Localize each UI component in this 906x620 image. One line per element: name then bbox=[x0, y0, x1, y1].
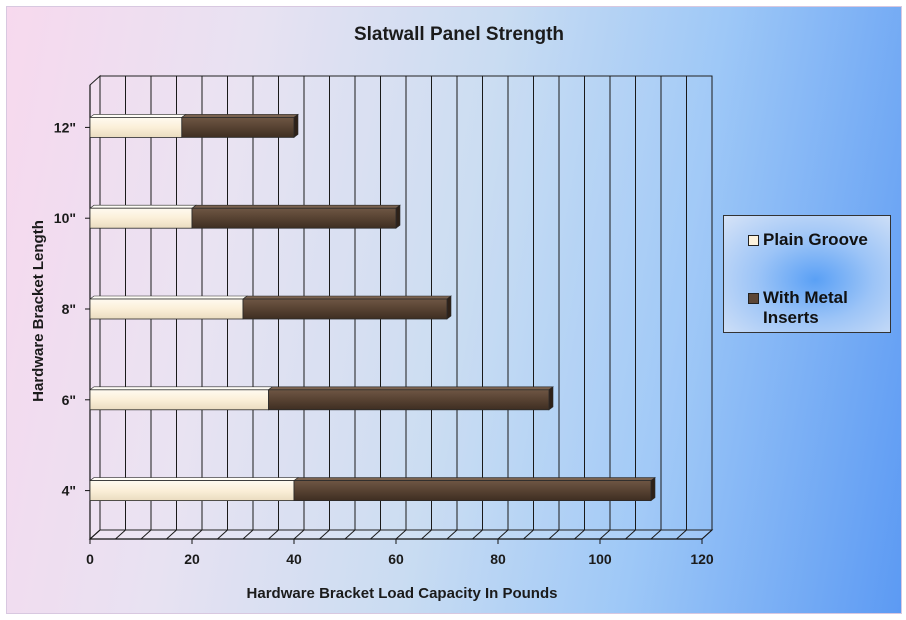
gridline-floor bbox=[115, 529, 126, 540]
legend-item-plain-groove: Plain Groove bbox=[748, 230, 868, 250]
bar-top bbox=[89, 477, 299, 481]
bar-top bbox=[293, 477, 656, 481]
gridline-floor bbox=[242, 529, 254, 540]
bar-plain-groove bbox=[89, 207, 193, 229]
x-tick-label: 60 bbox=[388, 551, 404, 567]
gridline-floor bbox=[140, 529, 152, 540]
gridline-floor bbox=[676, 529, 687, 540]
gridline-floor bbox=[523, 529, 534, 540]
legend-label-metal-line2: Inserts bbox=[763, 308, 819, 327]
bar-top bbox=[89, 204, 197, 209]
bar-top bbox=[180, 114, 299, 118]
bar-top bbox=[242, 295, 452, 300]
x-tick-label: 80 bbox=[490, 551, 506, 567]
gridline-floor bbox=[548, 529, 560, 540]
gridline-floor bbox=[217, 529, 228, 540]
x-tick-label: 0 bbox=[86, 551, 94, 567]
x-tick-label: 40 bbox=[286, 551, 302, 567]
bar-top bbox=[89, 386, 274, 391]
gridline-floor bbox=[599, 529, 611, 540]
bar-side bbox=[395, 204, 401, 229]
chart-title: Slatwall Panel Strength bbox=[354, 24, 564, 45]
bar-metal-inserts bbox=[268, 389, 550, 411]
gridline-floor bbox=[472, 529, 483, 540]
gridline-floor bbox=[574, 529, 585, 540]
gridline-floor bbox=[446, 529, 458, 540]
chart-svg: Slatwall Panel Strength 0 20 40 60 80 100 120 4… bbox=[30, 24, 714, 602]
bar-side bbox=[446, 295, 452, 320]
gridline-floor bbox=[268, 529, 279, 540]
gridline-floor bbox=[344, 529, 356, 540]
legend-label-metal-line1: With Metal bbox=[763, 288, 848, 307]
x-tick-label: 120 bbox=[690, 551, 714, 567]
bar-top bbox=[89, 114, 187, 118]
gridline-floor bbox=[89, 529, 101, 540]
gridline-floor bbox=[497, 529, 509, 540]
gridline-floor bbox=[421, 529, 432, 540]
bar-top bbox=[191, 204, 401, 209]
bar-top bbox=[267, 386, 554, 391]
bar-plain-groove bbox=[89, 298, 244, 320]
bar-side bbox=[548, 386, 554, 411]
x-tick-label: 20 bbox=[184, 551, 200, 567]
gridline-floor bbox=[191, 529, 203, 540]
y-tick-label: 4" bbox=[62, 483, 76, 499]
gridline-floor bbox=[395, 529, 407, 540]
bar-plain-groove bbox=[89, 480, 295, 502]
legend-swatch-plain bbox=[748, 235, 759, 246]
chart-area: Slatwall Panel Strength 0 20 40 60 80 100 120 4… bbox=[6, 6, 902, 614]
legend-label-metal: With Metal Inserts bbox=[763, 288, 848, 328]
y-tick-label: 6" bbox=[62, 392, 76, 408]
bar-metal-inserts bbox=[191, 207, 397, 229]
gridline-floor bbox=[650, 529, 662, 540]
legend-swatch-metal bbox=[748, 293, 759, 304]
y-tick-label: 8" bbox=[62, 301, 76, 317]
bar-plain-groove bbox=[89, 117, 183, 138]
bar-metal-inserts bbox=[293, 480, 652, 502]
bar-side bbox=[650, 477, 656, 502]
gridline-floor bbox=[625, 529, 636, 540]
legend: Plain Groove With Metal Inserts bbox=[723, 215, 891, 333]
gridline-floor bbox=[370, 529, 381, 540]
y-tick-label: 12" bbox=[54, 119, 76, 135]
gridline-floor bbox=[293, 529, 305, 540]
bar-side bbox=[293, 113, 299, 138]
y-axis-label: Hardware Bracket Length bbox=[30, 220, 47, 402]
x-tick-label: 100 bbox=[588, 551, 612, 567]
bar-plain-groove bbox=[89, 389, 269, 411]
gridline-floor bbox=[319, 529, 330, 540]
bar-top bbox=[89, 295, 248, 300]
bar-metal-inserts bbox=[181, 117, 295, 138]
gridline-floor bbox=[701, 529, 713, 540]
bar-metal-inserts bbox=[242, 298, 448, 320]
y-tick-label: 10" bbox=[54, 210, 76, 226]
legend-label-plain: Plain Groove bbox=[763, 230, 868, 249]
legend-item-metal-inserts: With Metal Inserts bbox=[748, 288, 848, 328]
gridline-floor bbox=[166, 529, 177, 540]
x-axis-label: Hardware Bracket Load Capacity In Pounds bbox=[247, 585, 558, 602]
